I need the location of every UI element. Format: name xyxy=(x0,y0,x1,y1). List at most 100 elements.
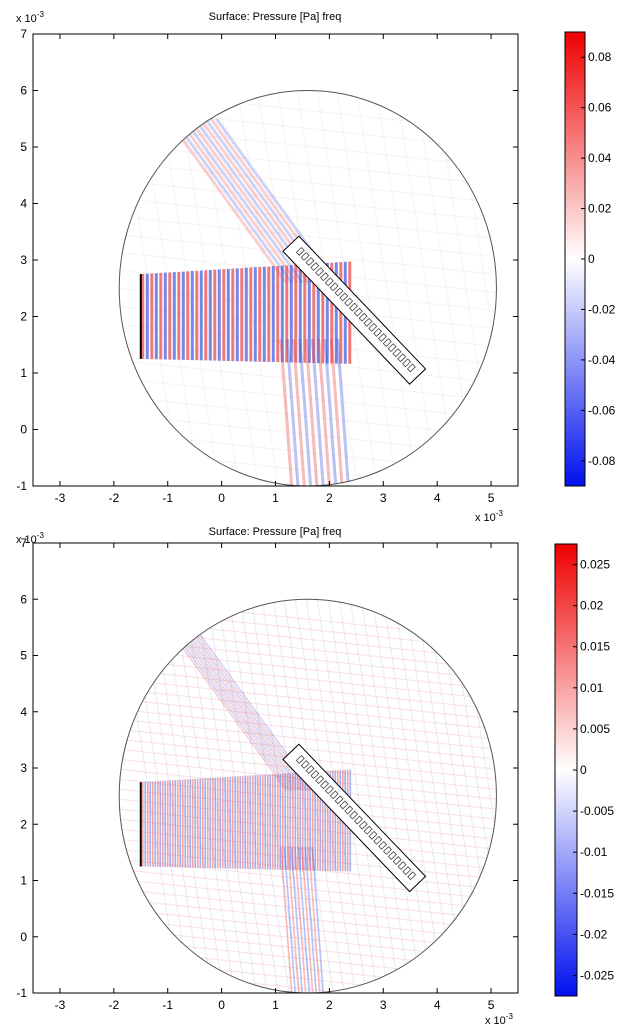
y-tick-label: 1 xyxy=(20,874,27,888)
grating-tooth xyxy=(310,770,320,780)
pressure-field xyxy=(119,599,497,993)
y-tick-label: 0 xyxy=(20,423,27,437)
x-tick-label: -1 xyxy=(162,491,173,505)
x-tick-label: 2 xyxy=(326,998,333,1012)
grating-structure xyxy=(282,743,427,893)
reflected-wave xyxy=(167,626,287,791)
diffracted-wave xyxy=(279,338,294,486)
y-exponent-label: x 10-3 xyxy=(16,10,44,25)
field-hatch xyxy=(119,180,497,221)
y-tick-label: 7 xyxy=(20,27,27,41)
colorbar-tick-label: 0.08 xyxy=(588,50,612,64)
field-hatch xyxy=(119,678,497,720)
grating-tooth xyxy=(368,322,378,332)
y-tick-label: 2 xyxy=(20,817,27,831)
x-tick-label: -2 xyxy=(108,998,119,1012)
x-tick-label: 0 xyxy=(218,491,225,505)
grating-tooth xyxy=(344,805,354,815)
diffracted-wave xyxy=(298,338,313,486)
field-hatch xyxy=(119,162,497,203)
field-hatch xyxy=(217,90,279,486)
field-hatch xyxy=(119,898,497,940)
x-tick-label: 4 xyxy=(434,998,441,1012)
y-tick-label: 0 xyxy=(20,930,27,944)
diffracted-wave xyxy=(294,846,307,993)
grating-tooth xyxy=(329,282,339,292)
grating-tooth xyxy=(324,277,334,287)
chart-panel-2: -3 -2 -1 0 1 2 3 4 5 -1 0 1 2 3 4 5 6 7 Surface: Pressure … xyxy=(16,526,614,1027)
x-tick-label: 5 xyxy=(488,998,495,1012)
field-hatch xyxy=(261,599,323,993)
grating-tooth xyxy=(348,302,358,312)
colorbar-tick-label: -0.025 xyxy=(580,968,614,982)
grating-tooth xyxy=(324,785,334,795)
colorbar-tick-label: 0 xyxy=(580,763,587,777)
field-hatch xyxy=(162,599,224,993)
grating-tooth xyxy=(305,257,315,266)
grating-tooth xyxy=(339,292,349,302)
field-hatch xyxy=(184,599,246,993)
colorbar-tick-label: -0.015 xyxy=(580,886,614,900)
field-hatch xyxy=(178,90,240,486)
diffracted-wave xyxy=(317,338,331,486)
reflected-wave xyxy=(179,626,299,791)
field-hatch xyxy=(119,378,497,419)
diffracted-wave xyxy=(285,338,300,486)
grating-tooth xyxy=(295,246,305,256)
colorbar-tick-label: -0.005 xyxy=(580,804,614,818)
field-hatch xyxy=(119,688,497,730)
grating-tooth xyxy=(353,307,363,317)
field-hatch xyxy=(356,90,418,486)
grating-tooth xyxy=(378,840,388,850)
grating-tooth xyxy=(310,262,320,272)
field-hatch xyxy=(119,848,497,890)
grating-tooth xyxy=(300,252,310,261)
field-hatch xyxy=(336,90,398,486)
field-hatch xyxy=(119,396,497,437)
colorbar-tick-label: -0.04 xyxy=(588,353,616,367)
field-hatch xyxy=(119,838,497,880)
grating-tooth xyxy=(358,312,368,322)
field-hatch xyxy=(119,668,497,710)
field-hatch xyxy=(206,599,268,993)
field-hatch xyxy=(195,599,257,993)
x-tick-label: -3 xyxy=(55,491,66,505)
field-hatch xyxy=(327,599,389,993)
y-tick-label: 7 xyxy=(20,536,27,550)
chart-panel-1: -3 -2 -1 0 1 2 3 4 5 -1 0 1 2 3 4 5 6 7 Surface: Pressure … xyxy=(16,10,616,524)
field-hatch xyxy=(119,360,497,401)
grating-structure xyxy=(282,235,427,385)
grating-tooth xyxy=(329,790,339,800)
field-hatch xyxy=(393,599,455,993)
grating-tooth xyxy=(305,765,315,774)
grating-tooth xyxy=(407,871,417,881)
grating-tooth xyxy=(373,835,383,845)
field-hatch xyxy=(119,718,497,760)
y-tick-label: 5 xyxy=(20,649,27,663)
reflected-wave xyxy=(176,626,296,791)
chart-title: Surface: Pressure [Pa] freq xyxy=(209,11,342,23)
diffracted-wave xyxy=(323,338,338,486)
field-hatch xyxy=(119,144,497,185)
grating-tooth xyxy=(392,856,402,865)
colorbar-tick-label: -0.01 xyxy=(580,845,608,859)
grating-tooth xyxy=(315,267,325,277)
field-hatch xyxy=(119,788,497,830)
field-hatch xyxy=(119,808,497,850)
diffracted-wave xyxy=(329,338,344,486)
field-hatch xyxy=(395,90,457,486)
grating-tooth xyxy=(295,755,305,764)
y-tick-label: 6 xyxy=(20,592,27,606)
y-exponent-label: x 10-3 xyxy=(16,531,44,546)
colorbar-tick-label: 0.015 xyxy=(580,640,610,654)
y-tick-label: 5 xyxy=(20,140,27,154)
grating-tooth xyxy=(349,810,359,820)
reflected-wave xyxy=(170,626,290,791)
grating-tooth xyxy=(406,363,416,373)
grating-tooth xyxy=(319,272,329,282)
grating-tooth xyxy=(392,348,402,358)
colorbar-tick-label: 0 xyxy=(588,252,595,266)
x-exponent-label: x 10-3 xyxy=(475,509,503,524)
colorbar: 0.025 0.02 0.015 0.01 0.005 0 -0.005 -0.01 -0.01… xyxy=(554,543,614,997)
